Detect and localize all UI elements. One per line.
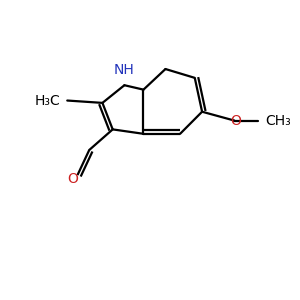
Text: H₃C: H₃C — [34, 94, 60, 107]
Text: NH: NH — [114, 63, 135, 77]
Text: O: O — [67, 172, 78, 186]
Text: O: O — [230, 114, 241, 128]
Text: CH₃: CH₃ — [265, 114, 291, 128]
